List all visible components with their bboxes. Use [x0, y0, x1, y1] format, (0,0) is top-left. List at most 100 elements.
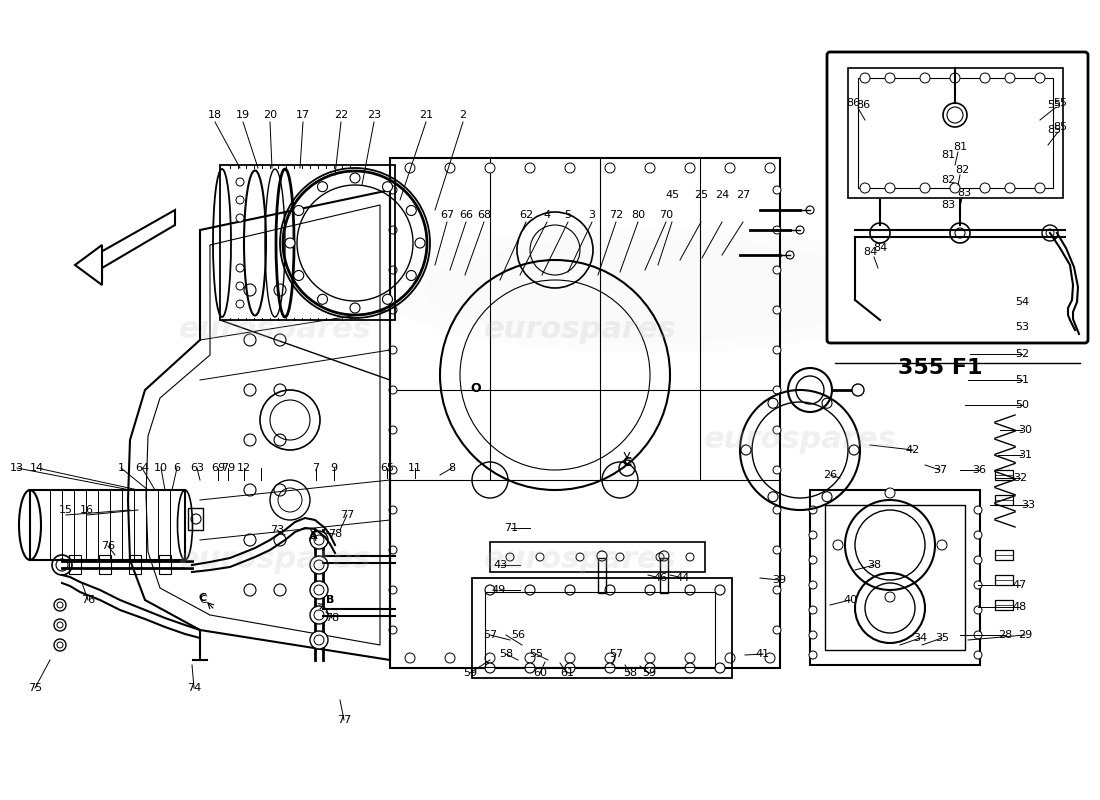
Text: 85: 85 — [1053, 122, 1067, 132]
Bar — [810, 490, 980, 665]
Text: 76: 76 — [81, 595, 95, 605]
Circle shape — [310, 581, 328, 599]
Circle shape — [974, 556, 982, 564]
Text: 66: 66 — [459, 210, 473, 220]
Text: A: A — [309, 533, 317, 543]
Circle shape — [950, 183, 960, 193]
Circle shape — [773, 226, 781, 234]
Text: 48: 48 — [1013, 602, 1027, 612]
Circle shape — [485, 163, 495, 173]
Circle shape — [389, 346, 397, 354]
Text: 46: 46 — [653, 573, 667, 583]
Text: 85: 85 — [1047, 125, 1062, 135]
Bar — [30, 490, 185, 560]
Circle shape — [318, 294, 328, 304]
Circle shape — [236, 214, 244, 222]
Circle shape — [389, 386, 397, 394]
Circle shape — [645, 663, 654, 673]
Text: 57: 57 — [483, 630, 497, 640]
Text: 18: 18 — [208, 110, 222, 120]
Circle shape — [605, 163, 615, 173]
Text: 72: 72 — [609, 210, 623, 220]
Text: 19: 19 — [235, 110, 250, 120]
Text: 49: 49 — [492, 585, 506, 595]
Circle shape — [525, 585, 535, 595]
Circle shape — [773, 506, 781, 514]
Circle shape — [974, 506, 982, 514]
Circle shape — [576, 553, 584, 561]
Text: 52: 52 — [1015, 349, 1030, 359]
Bar — [485, 592, 715, 667]
Text: 47: 47 — [1013, 580, 1027, 590]
Circle shape — [768, 492, 778, 502]
Circle shape — [318, 182, 328, 192]
Circle shape — [974, 531, 982, 539]
Text: 65: 65 — [379, 463, 394, 473]
Circle shape — [886, 592, 895, 602]
Text: 86: 86 — [856, 100, 870, 110]
Text: 75: 75 — [28, 683, 42, 693]
Text: 30: 30 — [1018, 425, 1032, 435]
Text: 74: 74 — [187, 683, 201, 693]
Circle shape — [980, 183, 990, 193]
Bar — [220, 165, 395, 320]
Text: A: A — [309, 531, 317, 541]
Text: 39: 39 — [772, 575, 786, 585]
Text: 40: 40 — [843, 595, 857, 605]
Text: 14: 14 — [30, 463, 44, 473]
Circle shape — [686, 553, 694, 561]
Circle shape — [605, 653, 615, 663]
Circle shape — [310, 556, 328, 574]
Circle shape — [725, 653, 735, 663]
Ellipse shape — [379, 227, 920, 353]
Circle shape — [773, 266, 781, 274]
Text: 13: 13 — [10, 463, 24, 473]
Text: 2: 2 — [460, 110, 466, 120]
Text: 53: 53 — [1015, 322, 1028, 332]
Text: 71: 71 — [504, 523, 518, 533]
Circle shape — [685, 585, 695, 595]
Circle shape — [950, 73, 960, 83]
Circle shape — [485, 663, 495, 673]
Circle shape — [808, 506, 817, 514]
Text: 7: 7 — [312, 463, 320, 473]
Circle shape — [764, 653, 776, 663]
Text: 12: 12 — [236, 463, 251, 473]
Text: O: O — [471, 382, 482, 394]
Bar — [69, 555, 81, 574]
Circle shape — [741, 445, 751, 455]
Text: 83: 83 — [957, 188, 971, 198]
Circle shape — [525, 163, 535, 173]
Circle shape — [446, 163, 455, 173]
Circle shape — [383, 182, 393, 192]
Text: 76: 76 — [101, 541, 116, 551]
Circle shape — [773, 426, 781, 434]
Text: 43: 43 — [494, 560, 508, 570]
Text: 38: 38 — [867, 560, 881, 570]
Text: 27: 27 — [736, 190, 750, 200]
Text: 8: 8 — [449, 463, 455, 473]
Bar — [858, 78, 1053, 188]
Text: 82: 82 — [940, 175, 955, 185]
Text: 22: 22 — [334, 110, 348, 120]
Text: 41: 41 — [756, 649, 770, 659]
Text: 20: 20 — [263, 110, 277, 120]
Text: 16: 16 — [80, 505, 94, 515]
Bar — [99, 555, 111, 574]
Circle shape — [1005, 183, 1015, 193]
Circle shape — [886, 183, 895, 193]
Circle shape — [525, 653, 535, 663]
Circle shape — [389, 626, 397, 634]
Circle shape — [1035, 183, 1045, 193]
Circle shape — [920, 73, 929, 83]
Circle shape — [773, 386, 781, 394]
Circle shape — [310, 606, 328, 624]
Circle shape — [236, 300, 244, 308]
Circle shape — [310, 531, 328, 549]
Circle shape — [310, 631, 328, 649]
Text: 355 F1: 355 F1 — [898, 358, 982, 378]
Circle shape — [937, 540, 947, 550]
Circle shape — [406, 206, 416, 215]
Text: 69: 69 — [211, 463, 226, 473]
Text: 64: 64 — [135, 463, 150, 473]
